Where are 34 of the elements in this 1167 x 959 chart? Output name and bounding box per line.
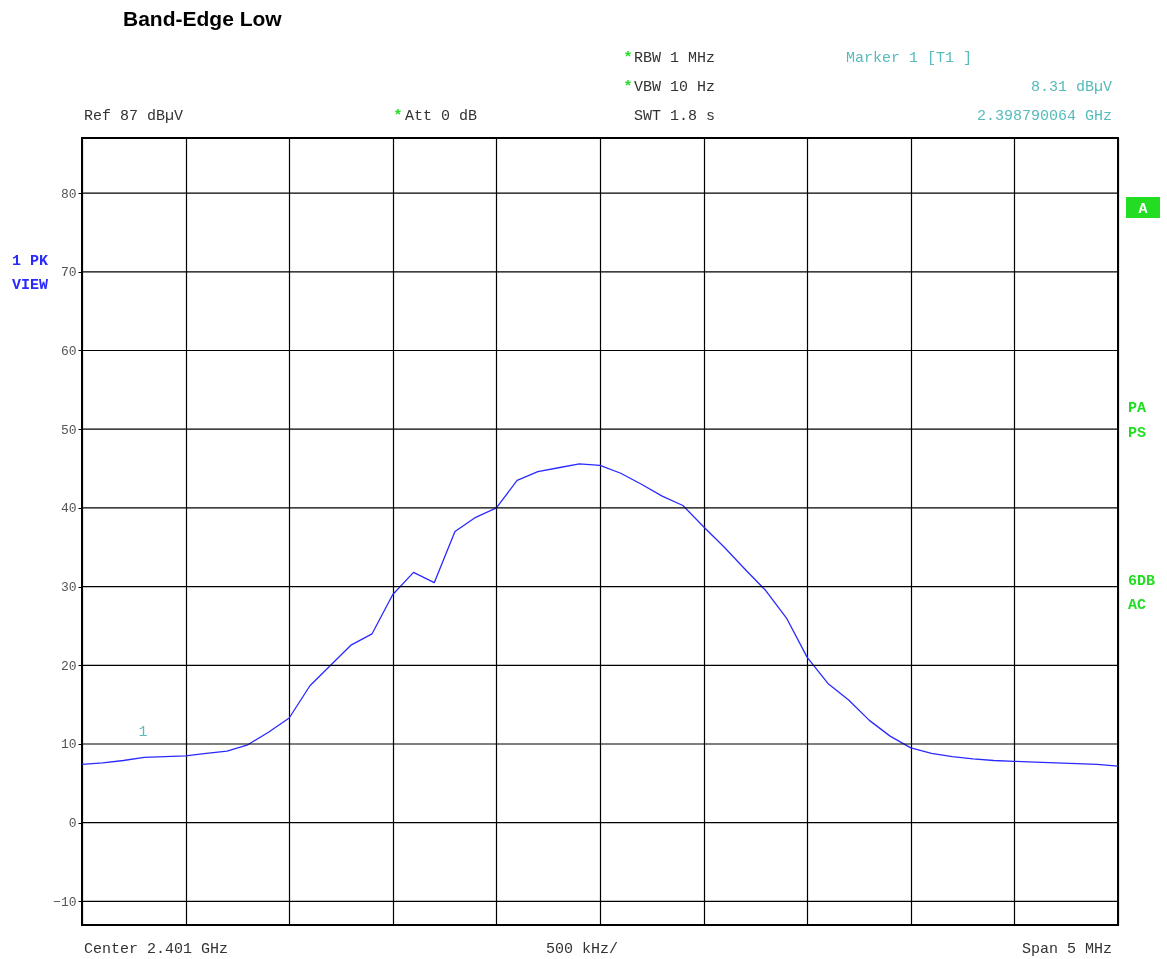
- y-tick-label: 80: [60, 186, 77, 202]
- text: *: [393, 108, 403, 125]
- y-tick-label: 10: [60, 737, 77, 753]
- text: 1 PK: [12, 253, 49, 270]
- y-tick-label: 30: [60, 580, 77, 596]
- text: VBW 10 Hz: [634, 79, 716, 96]
- text: 6DB: [1128, 573, 1156, 590]
- y-tick-label: 50: [60, 422, 77, 438]
- y-tick-label: 40: [60, 501, 77, 517]
- text: SWT 1.8 s: [634, 108, 716, 125]
- y-tick-label: 0: [68, 816, 77, 832]
- text: AC: [1128, 597, 1147, 614]
- text: 8.31 dBµV: [1030, 79, 1112, 96]
- text: PA: [1128, 400, 1147, 417]
- y-tick-label: 60: [60, 343, 77, 359]
- annotation: 1: [138, 724, 148, 741]
- text: Center 2.401 GHz: [84, 941, 229, 958]
- chart-title: Band-Edge Low: [123, 7, 283, 30]
- text: A: [1138, 201, 1148, 218]
- text: Marker 1 [T1 ]: [846, 50, 973, 67]
- text: 2.398790064 GHz: [976, 108, 1112, 125]
- text: VIEW: [12, 277, 49, 294]
- y-tick-label: −10: [53, 894, 77, 910]
- text: 500 kHz/: [546, 941, 619, 958]
- y-tick-label: 20: [60, 658, 77, 674]
- line-series: [81, 463, 1119, 767]
- text: Span 5 MHz: [1021, 941, 1112, 958]
- text: *: [623, 50, 633, 67]
- y-tick-label: 70: [60, 265, 77, 281]
- text: PS: [1128, 425, 1147, 442]
- text: *: [623, 79, 633, 96]
- text: RBW 1 MHz: [634, 50, 716, 67]
- text: Ref 87 dBµV: [84, 108, 184, 125]
- text: Att 0 dB: [405, 108, 478, 125]
